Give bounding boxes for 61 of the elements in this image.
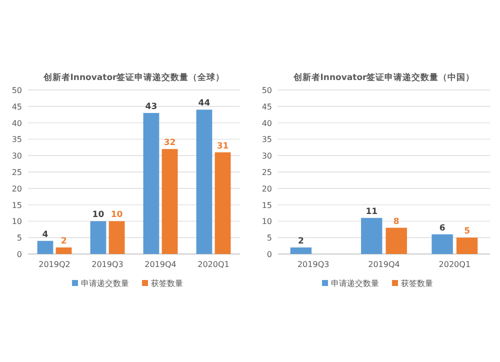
bar bbox=[290, 247, 312, 254]
bar bbox=[196, 110, 212, 254]
bar bbox=[386, 228, 407, 254]
data-label: 2 bbox=[298, 236, 304, 246]
y-tick-label: 25 bbox=[262, 168, 272, 177]
data-label: 43 bbox=[145, 102, 158, 112]
data-label: 10 bbox=[92, 210, 104, 220]
y-tick-label: 35 bbox=[262, 135, 272, 144]
data-label: 8 bbox=[393, 216, 400, 227]
y-tick-label: 45 bbox=[12, 102, 22, 112]
bar bbox=[37, 240, 54, 254]
x-tick-label: 2020Q1 bbox=[438, 260, 471, 269]
y-tick-label: 0 bbox=[266, 250, 272, 259]
y-tick-label: 50 bbox=[262, 86, 272, 95]
y-tick-label: 10 bbox=[262, 217, 272, 226]
bar bbox=[108, 221, 125, 254]
data-label: 10 bbox=[110, 210, 123, 220]
y-tick-label: 40 bbox=[262, 118, 272, 128]
y-tick-label: 50 bbox=[12, 86, 22, 95]
y-tick-label: 15 bbox=[12, 200, 22, 210]
y-tick-label: 45 bbox=[262, 102, 272, 112]
x-tick-label: 2019Q3 bbox=[92, 260, 124, 269]
data-label: 2 bbox=[60, 236, 67, 246]
legend-label: 获签数量 bbox=[151, 279, 183, 288]
y-tick-label: 15 bbox=[262, 200, 272, 210]
legend-label: 申请递交数量 bbox=[331, 279, 379, 288]
bar bbox=[162, 149, 178, 254]
bar bbox=[432, 234, 453, 254]
data-label: 5 bbox=[464, 226, 470, 237]
y-tick-label: 30 bbox=[262, 152, 272, 161]
chart-title: 创新者Innovator签证申请递交数量（全球） bbox=[42, 72, 225, 83]
x-tick-label: 2019Q3 bbox=[297, 260, 330, 269]
y-tick-label: 25 bbox=[12, 168, 22, 177]
y-tick-label: 20 bbox=[262, 184, 272, 194]
y-tick-label: 5 bbox=[16, 234, 22, 243]
bar bbox=[143, 112, 160, 254]
data-label: 4 bbox=[42, 230, 48, 240]
chart-title: 创新者Innovator签证申请递交数量（中国） bbox=[292, 72, 475, 83]
x-tick-label: 2019Q4 bbox=[368, 260, 400, 269]
data-label: 31 bbox=[216, 141, 229, 152]
legend-label: 申请递交数量 bbox=[81, 279, 129, 288]
y-tick-label: 10 bbox=[12, 217, 22, 226]
bar bbox=[56, 247, 72, 254]
y-tick-label: 0 bbox=[16, 250, 22, 259]
bar bbox=[361, 218, 382, 254]
y-tick-label: 30 bbox=[12, 152, 22, 161]
data-label: 11 bbox=[366, 206, 378, 217]
bar bbox=[90, 221, 106, 254]
data-label: 44 bbox=[198, 98, 210, 109]
y-tick-label: 5 bbox=[266, 234, 272, 243]
y-tick-label: 40 bbox=[12, 118, 22, 128]
legend-label: 获签数量 bbox=[401, 279, 433, 288]
x-tick-label: 2020Q1 bbox=[198, 260, 230, 269]
x-tick-label: 2019Q2 bbox=[38, 260, 70, 269]
bar bbox=[214, 152, 231, 254]
x-tick-label: 2019Q4 bbox=[144, 260, 176, 269]
y-tick-label: 35 bbox=[12, 135, 22, 144]
y-tick-label: 20 bbox=[12, 184, 22, 194]
data-label: 6 bbox=[439, 223, 446, 234]
bar bbox=[456, 238, 478, 254]
data-label: 32 bbox=[164, 138, 176, 148]
